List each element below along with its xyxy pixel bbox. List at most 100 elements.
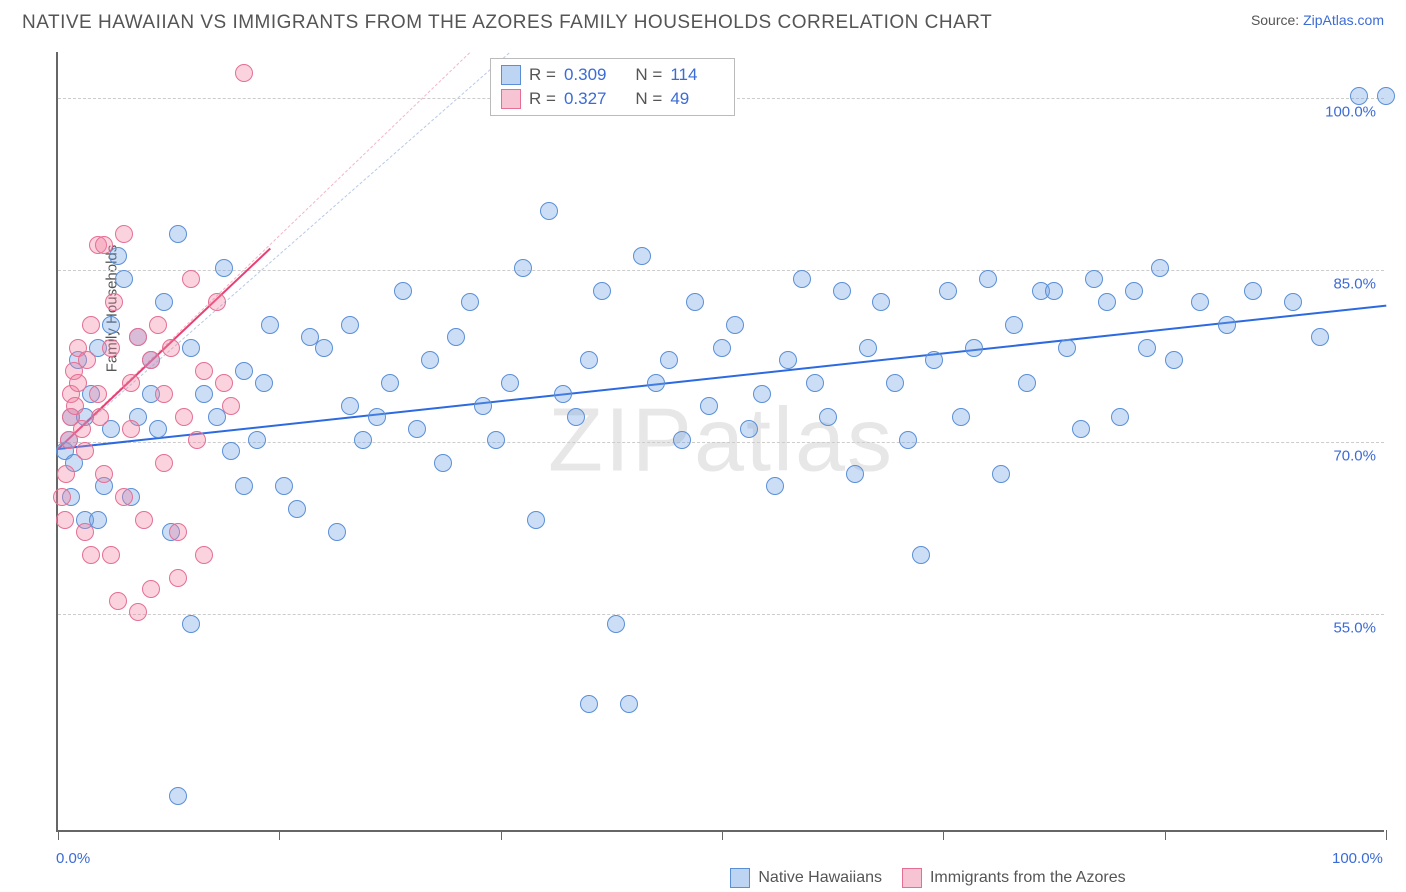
data-point [965, 339, 983, 357]
source-attribution: Source: ZipAtlas.com [1251, 12, 1384, 28]
data-point [155, 385, 173, 403]
data-point [593, 282, 611, 300]
data-point [76, 442, 94, 460]
legend-swatch [501, 65, 521, 85]
data-point [368, 408, 386, 426]
data-point [567, 408, 585, 426]
data-point [1244, 282, 1262, 300]
x-tick [58, 830, 59, 840]
data-point [381, 374, 399, 392]
data-point [122, 420, 140, 438]
data-point [89, 385, 107, 403]
data-point [115, 488, 133, 506]
data-point [779, 351, 797, 369]
legend-r-value: 0.309 [564, 65, 618, 85]
x-tick [501, 830, 502, 840]
x-tick [279, 830, 280, 840]
legend-n-label: N = [626, 65, 662, 85]
data-point [1072, 420, 1090, 438]
data-point [149, 420, 167, 438]
data-point [527, 511, 545, 529]
data-point [255, 374, 273, 392]
data-point [1018, 374, 1036, 392]
x-axis-max-label: 100.0% [1332, 850, 1383, 867]
data-point [66, 397, 84, 415]
data-point [1138, 339, 1156, 357]
data-point [341, 397, 359, 415]
data-point [501, 374, 519, 392]
data-point [1377, 87, 1395, 105]
data-point [69, 374, 87, 392]
legend-swatch [501, 89, 521, 109]
data-point [135, 511, 153, 529]
data-point [162, 339, 180, 357]
y-tick-label: 85.0% [1333, 275, 1376, 292]
data-point [95, 465, 113, 483]
data-point [859, 339, 877, 357]
data-point [899, 431, 917, 449]
legend-stat-row: R = 0.309 N = 114 [501, 63, 724, 87]
data-point [175, 408, 193, 426]
x-tick [1165, 830, 1166, 840]
data-point [109, 592, 127, 610]
data-point [188, 431, 206, 449]
data-point [726, 316, 744, 334]
data-point [408, 420, 426, 438]
data-point [819, 408, 837, 426]
legend-swatch [730, 868, 750, 888]
data-point [1098, 293, 1116, 311]
data-point [580, 351, 598, 369]
data-point [235, 362, 253, 380]
data-point [1058, 339, 1076, 357]
data-point [315, 339, 333, 357]
data-point [195, 546, 213, 564]
legend-r-value: 0.327 [564, 89, 618, 109]
data-point [122, 374, 140, 392]
data-point [713, 339, 731, 357]
data-point [766, 477, 784, 495]
data-point [208, 293, 226, 311]
data-point [182, 270, 200, 288]
data-point [142, 580, 160, 598]
data-point [222, 397, 240, 415]
data-point [421, 351, 439, 369]
data-point [434, 454, 452, 472]
data-point [76, 523, 94, 541]
data-point [288, 500, 306, 518]
data-point [215, 374, 233, 392]
data-point [833, 282, 851, 300]
x-tick [943, 830, 944, 840]
data-point [647, 374, 665, 392]
legend-r-label: R = [529, 89, 556, 109]
y-tick-label: 100.0% [1325, 103, 1376, 120]
chart-title: NATIVE HAWAIIAN VS IMMIGRANTS FROM THE A… [22, 12, 992, 34]
data-point [633, 247, 651, 265]
legend-series-item: Immigrants from the Azores [902, 868, 1126, 888]
data-point [1125, 282, 1143, 300]
data-point [215, 259, 233, 277]
data-point [846, 465, 864, 483]
data-point [53, 488, 71, 506]
data-point [806, 374, 824, 392]
legend-r-label: R = [529, 65, 556, 85]
x-tick [1386, 830, 1387, 840]
data-point [992, 465, 1010, 483]
data-point [487, 431, 505, 449]
data-point [514, 259, 532, 277]
data-point [461, 293, 479, 311]
gridline [58, 270, 1384, 271]
data-point [793, 270, 811, 288]
legend-stat-row: R = 0.327 N = 49 [501, 87, 724, 111]
data-point [261, 316, 279, 334]
data-point [155, 293, 173, 311]
data-point [169, 523, 187, 541]
data-point [740, 420, 758, 438]
data-point [354, 431, 372, 449]
data-point [1350, 87, 1368, 105]
data-point [57, 465, 75, 483]
source-link[interactable]: ZipAtlas.com [1303, 12, 1384, 28]
data-point [912, 546, 930, 564]
data-point [673, 431, 691, 449]
y-tick-label: 70.0% [1333, 448, 1376, 465]
data-point [169, 569, 187, 587]
